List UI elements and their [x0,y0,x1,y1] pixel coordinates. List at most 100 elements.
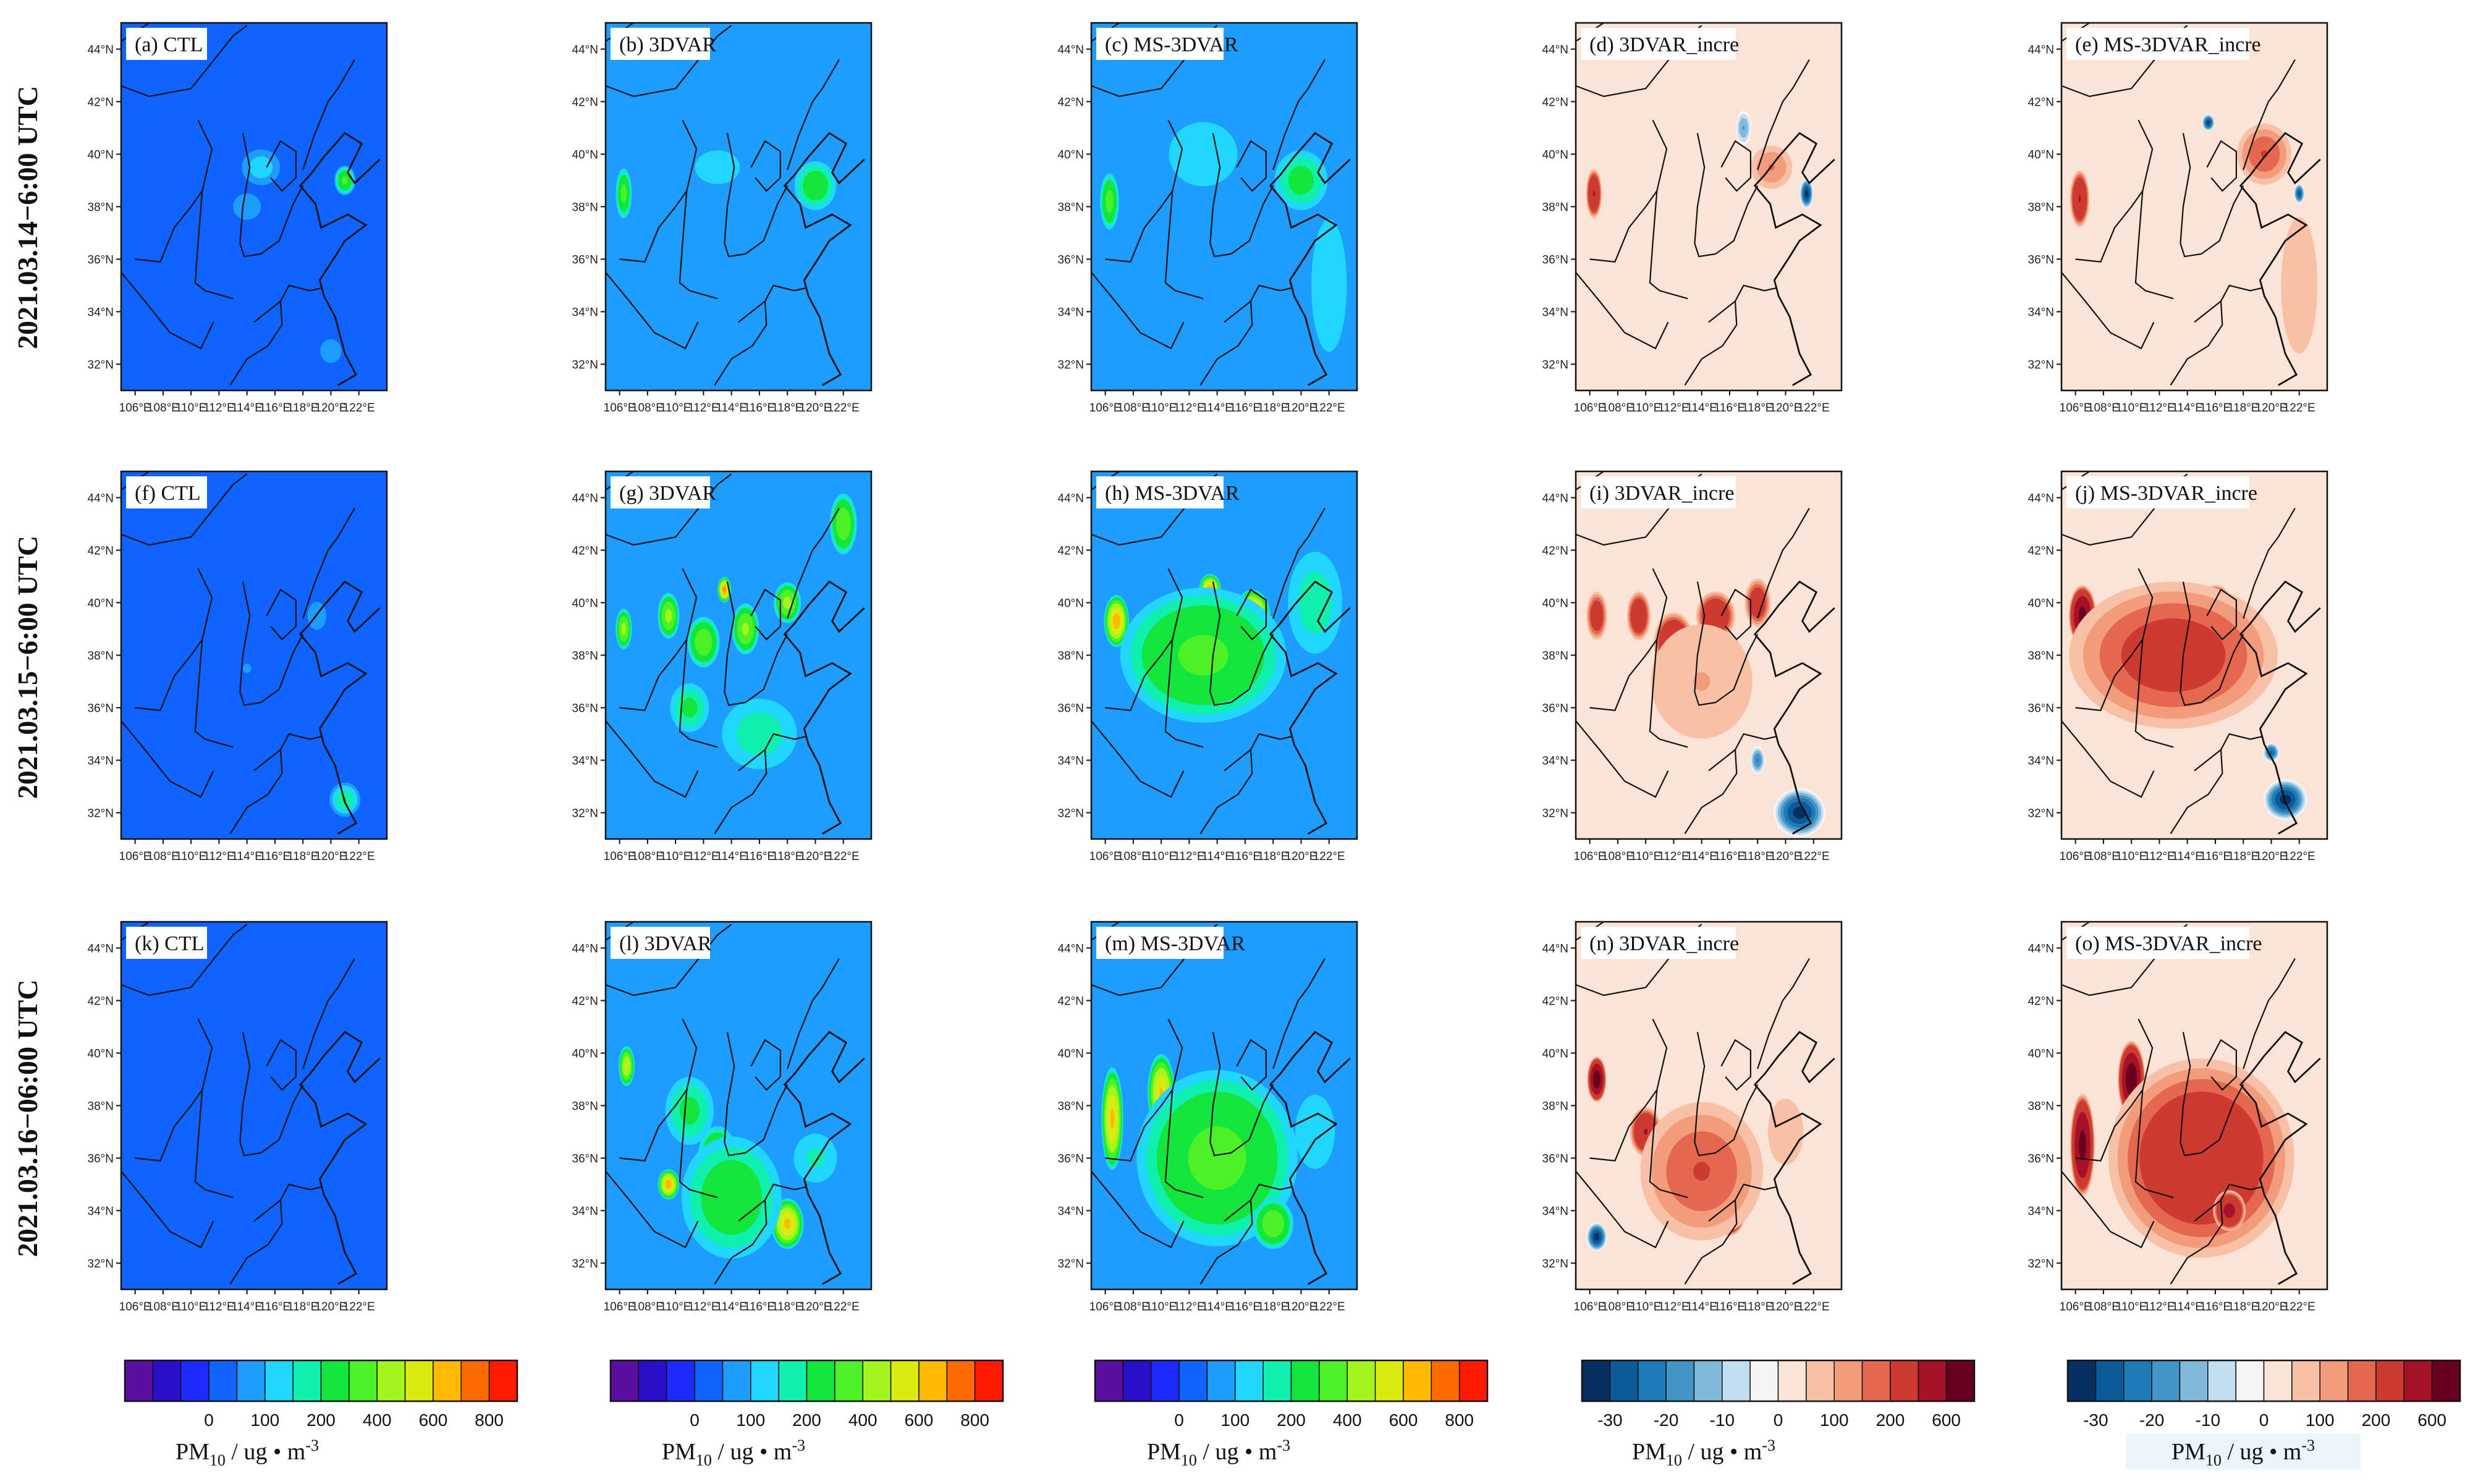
colorbar-swatch [208,1360,238,1402]
field-contours [615,493,857,770]
colorbar-swatch [124,1360,154,1402]
colorbar-tick-label: 100 [1820,1410,1849,1430]
province-border [135,190,203,263]
x-tick-label: 122°E [827,850,860,863]
province-border [1649,119,1688,300]
x-tick-label: 118°E [772,850,803,863]
colorbar-swatch [292,1360,322,1402]
panel-label: (o) MS-3DVAR_incre [2075,932,2262,955]
x-tick-label: 114°E [1686,1301,1717,1313]
panel-label: (k) CTL [135,932,204,955]
contour-blob [1262,1210,1284,1237]
province-border [121,25,248,98]
x-tick-label: 110°E [2116,850,2147,863]
x-tick-label: 120°E [1769,850,1801,863]
x-tick-label: 108°E [632,1301,664,1313]
x-tick-label: 112°E [1658,850,1689,863]
colorbar-swatch [722,1360,751,1402]
contour-blob [701,1160,763,1235]
colorbar-tick-label: 0 [1174,1410,1184,1430]
colorbar-swatch [834,1360,863,1402]
province-border [1164,568,1204,748]
y-tick-label: 32°N [1542,359,1568,372]
contour-blob [2207,120,2210,125]
province-border [1105,1089,1173,1161]
field-background [121,922,387,1289]
y-tick-label: 36°N [88,254,114,267]
panel-label-box [1581,927,1736,959]
x-tick-label: 106°E [1574,402,1606,415]
panel-label: (h) MS-3DVAR [1105,482,1240,505]
province-border [302,507,355,619]
colorbar-swatch [152,1360,182,1402]
y-tick-label: 34°N [1058,306,1084,319]
province-border [2170,749,2223,835]
province-border [302,59,355,171]
contour-blob [1693,1161,1710,1181]
colorbar-frame [609,1359,1004,1402]
colorbar-tick-label: -20 [1654,1410,1678,1430]
contour-blob [1288,166,1314,195]
province-border [1720,140,1751,192]
y-tick-label: 42°N [572,995,598,1008]
province-border [1757,507,1810,619]
province-border [194,119,234,300]
contour-blob [836,507,851,541]
province-border [1694,133,1716,258]
x-tick-label: 116°E [2200,402,2231,415]
province-border [266,1039,297,1091]
field-contours [1104,552,1343,723]
colorbar-swatch [2235,1360,2265,1402]
y-tick-label: 36°N [1542,702,1568,715]
x-tick-label: 108°E [147,402,179,415]
contour-blob [1793,806,1806,819]
y-tick-label: 40°N [1542,1048,1568,1061]
x-tick-label: 114°E [1686,402,1717,415]
province-border [2201,633,2244,703]
colorbar-tick-label: 200 [1876,1410,1905,1430]
x-tick-label: 118°E [1258,1301,1289,1313]
province-border [194,1018,234,1199]
panel-label-box [126,927,207,959]
x-tick-label: 120°E [799,850,831,863]
province-border [619,639,688,711]
x-tick-label: 106°E [2060,850,2092,863]
colorbar-swatch [320,1360,350,1402]
x-tick-label: 120°E [1769,402,1801,415]
province-border [738,284,806,323]
panel-label-box [2066,476,2249,508]
boundary-lines [121,23,381,386]
x-tick-label: 120°E [2255,402,2287,415]
panel-label-box [1096,28,1224,60]
y-tick-label: 42°N [88,995,114,1008]
contour-blob [2078,195,2081,203]
y-tick-label: 36°N [572,702,598,715]
colorbar-tick-label: 400 [1333,1410,1362,1430]
province-border [2243,958,2296,1069]
x-tick-label: 116°E [260,1301,291,1313]
contour-blob [1701,598,1730,633]
colorbar-swatch [2291,1360,2320,1402]
province-border [787,958,840,1069]
panel-label: (g) 3DVAR [619,482,716,505]
unit-label-5: PM10 / ug • m-3 [2171,1436,2315,1469]
boundary-lines [1091,471,1351,835]
colorbar-swatch [890,1360,920,1402]
coastline [2239,132,2321,386]
map-panel-e: 106°E108°E110°E112°E114°E116°E118°E120°E… [2028,22,2328,415]
colorbar-frame [1581,1359,1976,1402]
y-tick-label: 40°N [1542,149,1568,162]
contour-blob [342,176,348,185]
contour-blob [742,622,749,636]
contour-blob [320,339,342,363]
colorbar-tick-label: 200 [792,1410,821,1430]
contour-blob [1749,587,1766,618]
y-tick-label: 34°N [2028,306,2054,319]
colorbar-swatch [750,1360,779,1402]
province-border [1236,588,1267,641]
province-border [2134,119,2174,300]
panel-label-box [126,476,207,508]
province-border [135,639,203,711]
province-border [260,633,304,703]
province-border [745,633,789,703]
